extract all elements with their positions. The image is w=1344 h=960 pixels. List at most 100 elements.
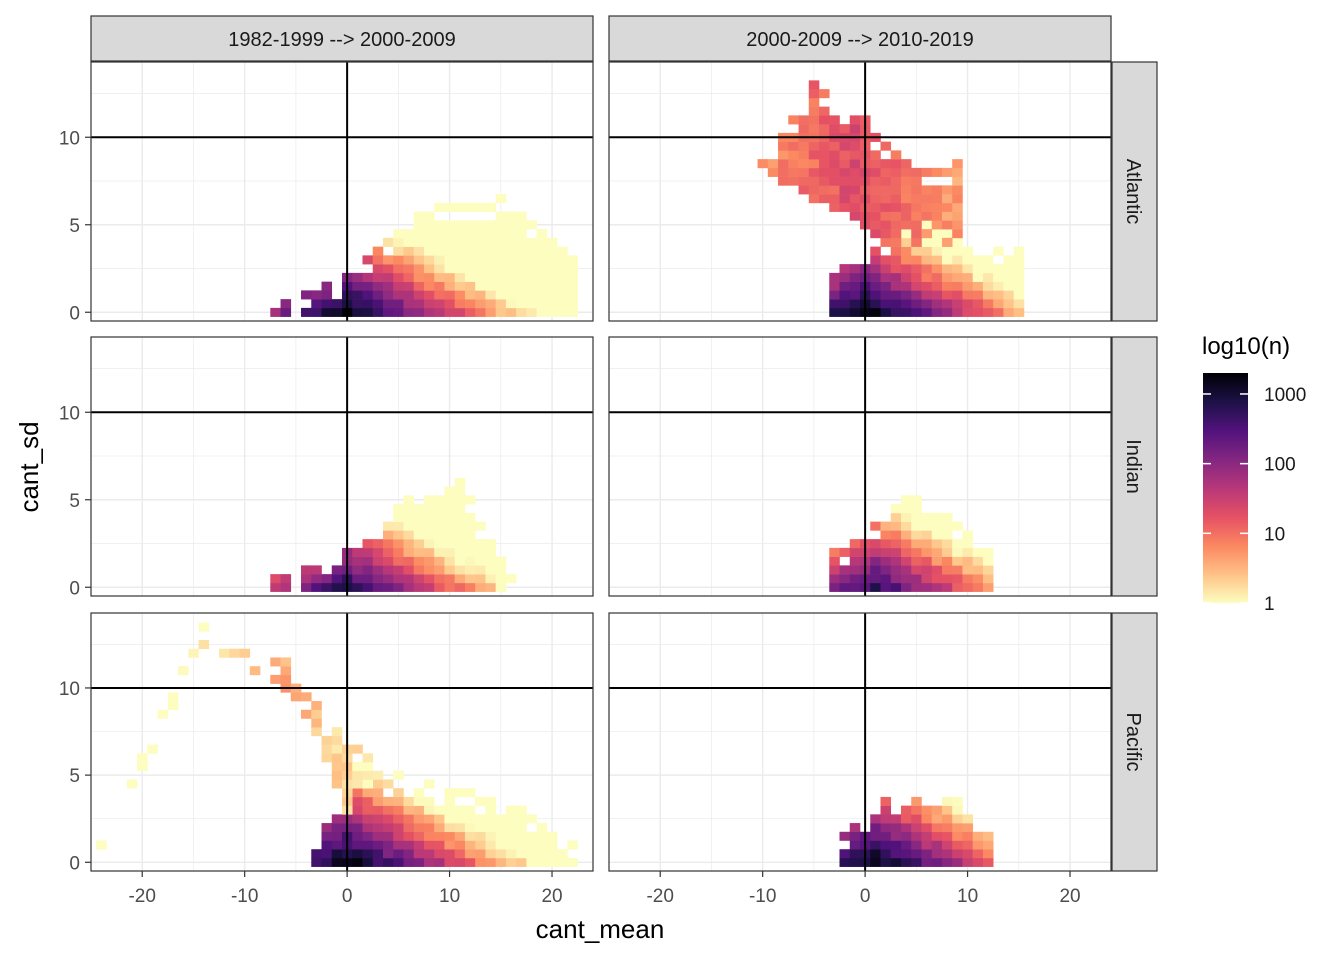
heat-tile [434,857,445,867]
heat-tile [301,565,312,575]
heat-tile [516,814,527,824]
heat-tile [311,574,322,584]
heat-tile [931,220,943,230]
heat-tile [516,255,527,265]
heat-tile [485,796,496,806]
heat-tile [911,849,922,859]
heat-tile [423,307,435,317]
heat-tile [393,521,404,531]
x-tick-label: 10 [957,886,978,907]
heat-tile [352,796,363,806]
facet-strip-label-row-atlantic: Atlantic [1122,159,1144,225]
heat-tile [931,547,943,557]
heat-tile [900,805,912,815]
heat-tile [880,255,892,265]
heat-tile [962,264,973,274]
heat-tile [454,574,466,584]
heat-tile [403,495,415,505]
heat-tile [900,823,912,833]
heat-tile [331,727,343,737]
heat-tile [972,255,984,265]
heat-tile [454,788,466,798]
heat-tile [434,495,445,505]
heat-tile [444,246,455,256]
heat-tile [900,272,912,282]
heat-tile [849,185,861,195]
heat-tile [362,565,374,575]
heat-tile [280,574,292,584]
heat-tile [962,307,973,317]
heat-tile [526,840,537,850]
heat-tile [475,849,486,859]
heat-tile [849,307,861,317]
heat-tile [434,281,445,291]
heat-tile [890,849,902,859]
heat-tile [778,141,789,151]
heat-tile [952,281,963,291]
heat-tile [454,281,466,291]
heat-tile [921,582,933,592]
heat-tile [464,788,476,798]
heat-tile [413,521,425,531]
heat-tile [870,299,881,309]
heat-tile [819,115,830,125]
heat-tile [464,290,476,300]
heat-tile [952,167,963,177]
heat-tile [798,176,810,186]
heat-tile [495,299,507,309]
heat-tile [393,307,404,317]
heat-tile [839,185,851,195]
heat-tile [982,556,994,566]
heat-tile [952,272,963,282]
heat-tile [900,307,912,317]
heat-tile [941,237,953,247]
heat-tile [952,246,963,256]
heat-tile [331,814,343,824]
heat-tile [982,281,994,291]
heat-tile [839,141,851,151]
heat-tile [962,849,973,859]
heat-tile [495,229,507,239]
heat-tile [921,857,933,867]
heat-tile [475,539,486,549]
heat-tile [952,185,963,195]
heat-tile [475,290,486,300]
heat-tile [870,167,881,177]
heat-tile [808,150,820,160]
legend-break-label: 10 [1264,524,1285,545]
heat-tile [941,220,953,230]
heat-tile [464,849,476,859]
heat-tile [900,281,912,291]
heat-tile [1013,281,1025,291]
heat-tile [900,504,912,514]
heat-tile [900,556,912,566]
heat-tile [505,220,517,230]
heat-tile [454,521,466,531]
x-tick-label: -10 [231,886,258,907]
heat-tile [829,290,840,300]
heat-tile [352,299,363,309]
heat-tile [982,299,994,309]
heat-tile [423,220,435,230]
heat-tile [931,237,943,247]
heat-tile [890,539,902,549]
y-tick-label: 5 [69,766,80,787]
heat-tile [880,556,892,566]
heat-tile [485,831,496,841]
heat-tile [1003,264,1014,274]
heat-tile [280,674,292,684]
heat-tile [403,547,415,557]
heat-tile [819,194,830,204]
heat-tile [1013,272,1025,282]
heat-tile [829,547,840,557]
heat-tile [921,840,933,850]
heat-tile [403,840,415,850]
panel-indian-1 [90,336,594,597]
heat-tile [911,281,922,291]
heat-tile [444,582,455,592]
heat-tile [557,255,568,265]
heat-tile [952,159,963,169]
heat-tile [403,255,415,265]
facet-strip-label-column-2: 2000-2009 --> 2010-2019 [746,29,973,51]
heat-tile [311,718,322,728]
